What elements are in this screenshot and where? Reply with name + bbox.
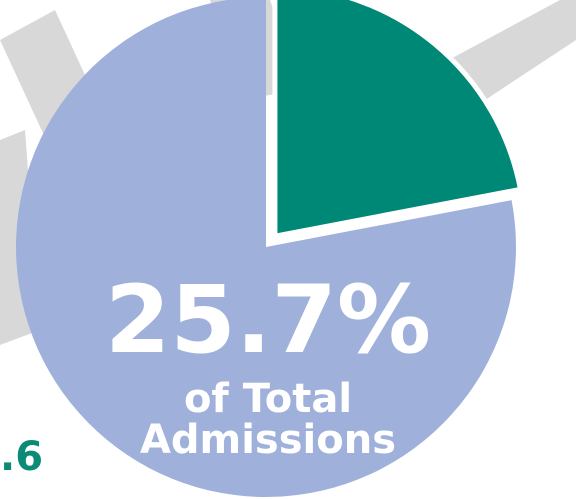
center-percentage-label: 25.7% <box>105 266 431 375</box>
center-subtitle-line1: of Total <box>184 376 352 422</box>
pie-slice-other <box>16 0 516 497</box>
pie-slices <box>16 0 524 497</box>
edge-fragment-label: .6 <box>0 434 43 480</box>
center-subtitle-line2: Admissions <box>140 417 396 463</box>
pie-slice-highlighted <box>272 0 524 240</box>
